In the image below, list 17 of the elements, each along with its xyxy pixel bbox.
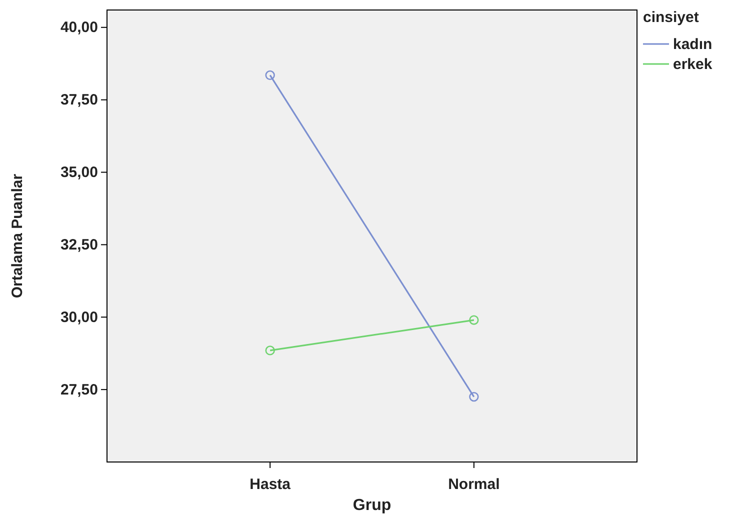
point [265, 70, 275, 80]
y-tick-label: 35,00 [60, 164, 98, 182]
point [469, 392, 479, 402]
legend-label: erkek [673, 56, 713, 73]
point [265, 346, 275, 356]
y-tick-label: 30,00 [60, 308, 98, 326]
y-axis-title: Ortalama Puanlar [9, 174, 26, 298]
y-tick-label: 37,50 [60, 92, 98, 109]
x-axis-title: Grup [352, 497, 392, 514]
y-tick-label: 27,50 [60, 381, 98, 398]
point [469, 315, 479, 325]
x-tick-label: Hasta [250, 476, 292, 493]
y-tick-label: 40,00 [60, 19, 98, 36]
legend-title: cinsiyet [643, 9, 699, 26]
x-tick-label: Normal [448, 476, 500, 493]
legend-label: kadın [673, 36, 712, 53]
y-tick-label: 32,50 [60, 236, 98, 254]
